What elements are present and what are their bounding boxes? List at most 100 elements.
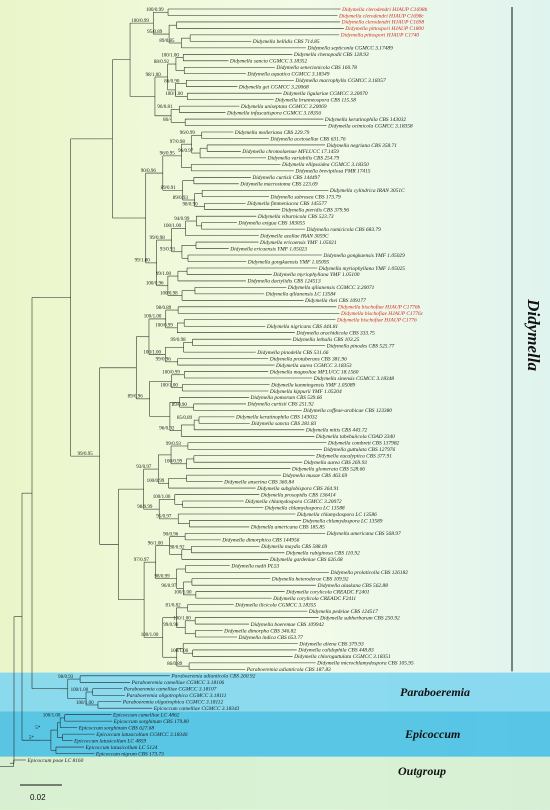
taxon-label: Didymella brevipilosa FMR 17415 <box>294 169 370 175</box>
support-value: 99/0.98 <box>171 338 187 343</box>
support-value: 100/1.00 <box>174 591 192 596</box>
support-value: 86/- <box>163 118 171 123</box>
taxon-label: Epicoccum latusicollum LC 5124 <box>84 745 157 751</box>
taxon-label: Didymella qilianensis CGMCC 3.20071 <box>287 285 375 291</box>
support-value: 98/1.00 <box>146 73 162 78</box>
taxon-label: Didymella bischofiae HJAUP C1776c <box>340 310 424 317</box>
taxon-label: Didymella musae CBS 463.69 <box>281 473 347 479</box>
taxon-label: Didymella myriophyllana YMF 1.05100 <box>272 272 360 278</box>
tree-branches <box>0 8 344 767</box>
taxon-label: Didymella protuberans CBS 381.96 <box>269 356 347 362</box>
taxon-label: Didymella qilianensis LC 13584 <box>265 292 336 298</box>
taxon-label: Didymella gongkaensis YMF 1.05095 <box>247 259 330 265</box>
taxon-label: Epicoccum nigrum CBS 173.73 <box>95 751 164 757</box>
support-value: 95/0.97 <box>156 515 172 520</box>
taxon-label: Didymella clerodendri HJAUP C1698b <box>341 7 427 13</box>
support-value: 89/0.85 <box>159 39 175 44</box>
support-value: 100/1.00 <box>43 714 61 719</box>
taxon-labels: Didymella clerodendri HJAUP C1698b Didyme… <box>26 7 427 764</box>
support-value: 100/0.99 <box>147 479 165 484</box>
taxon-label: Didymella ericaensis YMF 1.05021 <box>259 240 337 246</box>
taxon-label: Didymella viburnicola CBS 523.73 <box>257 214 334 220</box>
taxon-label: Didymella corylicola CREADC F2401 <box>285 589 370 595</box>
taxon-label: Didymella ligulariae CGMCC 3.20070 <box>282 91 368 97</box>
taxon-label: Didymella myriophyllana YMF 1.05025 <box>318 266 406 272</box>
taxon-label: Didymella exigua CBS 183055 <box>237 220 305 226</box>
taxon-label: Didymella pinodes CBS 525.77 <box>326 343 395 349</box>
support-value: 100/1.00 <box>173 617 191 622</box>
clade-label-paraboeremia: Paraboeremia <box>400 685 470 699</box>
support-value: 81/0.82 <box>166 604 182 609</box>
taxon-label: Didymella senecionicola CBS 160.78 <box>275 65 357 71</box>
taxon-label: Didymella subglobispora CBS 364.91 <box>256 486 339 492</box>
support-value: 96/0.92 <box>159 426 175 431</box>
support-value: 98/0.99 <box>137 505 153 510</box>
support-value: 88/0.92 <box>169 545 185 550</box>
taxon-label: Didymella indica CBS 653.77 <box>237 635 303 641</box>
taxon-label: Didymella sancta CGMCC 3.18352 <box>229 59 308 65</box>
taxon-label: Didymella aurea CBS 269.93 <box>303 460 368 466</box>
taxon-label: Didymella alaskana CBS 562.88 <box>316 583 388 589</box>
support-value: 98/0.89 <box>156 306 172 311</box>
taxon-label: Didymella kunmingensis YMF 1.05089 <box>270 382 355 388</box>
taxon-label: Didymella combreti CBS 137982 <box>327 441 400 447</box>
taxon-label: Didymella macrophylla CGMCC 3.18357 <box>294 78 386 84</box>
taxon-label: Didymella chlamydospora LC 13586 <box>296 512 377 518</box>
taxon-label: Didymella clerodendri HJAUP C1698 <box>341 20 425 26</box>
support-value: 100/1.00 <box>164 224 182 229</box>
support-value: 98/0.93 <box>58 675 74 680</box>
support-value: 100/1.00 <box>171 649 189 654</box>
clade-labels: Didymella Paraboeremia Epicoccum Outgroup <box>398 7 543 778</box>
taxon-label: Didymella kippurii YMF 1.05204 <box>269 389 342 395</box>
taxon-label: Didymella pittospori HJAUP C1740 <box>340 33 420 39</box>
support-value: 5* <box>29 736 35 741</box>
support-value: 96/0.97 <box>178 149 194 154</box>
support-value: 99/0.96 <box>156 358 172 363</box>
support-value: 99/1.00 <box>135 259 151 264</box>
taxon-label: Didymella pittospori HJAUP C1800 <box>344 26 424 32</box>
taxon-label: Didymella mitis CBS 443.72 <box>305 428 368 434</box>
support-value: 90/0.96 <box>163 532 179 537</box>
clade-label-epicoccum: Epicoccum <box>404 727 460 741</box>
taxon-label: Didymella subrosea CBS 173.79 <box>270 195 341 201</box>
taxon-label: Epicoccum poae LC 8160 <box>26 758 83 764</box>
taxon-label: Didymella keratinophila CBS 143032 <box>235 415 318 421</box>
taxon-label: Didymella bellidis CBS 714.85 <box>252 39 320 45</box>
taxon-label: Epicoccum sorghinum CBS 179.80 <box>113 719 190 725</box>
taxon-label: Didymella ilicicola CGMCC 3.18355 <box>234 602 316 608</box>
taxon-label: Epicoccum latusicollum LC 4859 <box>73 738 146 744</box>
taxon-label: Paraboeremia oligotrophica CGMCC 3.18112 <box>122 700 224 706</box>
taxon-label: Didymella infuscatispora CGMCC 3.18356 <box>226 109 321 116</box>
taxon-label: Didymella boeremae CBS 109942 <box>250 622 325 628</box>
scale-bar: 0.02 <box>20 784 62 802</box>
support-value: 89/0.91 <box>161 186 177 191</box>
taxon-label: Didymella variabilis CBS 254.79 <box>267 156 340 162</box>
taxon-label: Didymella rubiginosa CBS 110.92 <box>285 551 360 557</box>
taxon-label: Didymella dactylidis CBS 124513 <box>246 279 321 285</box>
support-value: 96/0.99 <box>180 131 196 136</box>
taxon-label: Didymella microchlamydospora CBS 105.95 <box>316 661 414 667</box>
taxon-label: Epicoccum sorghinum CBS 627.68 <box>78 725 155 731</box>
support-value: 100/0.96 <box>146 282 164 287</box>
taxon-label: Didymella guttulata CBS 127976 <box>322 447 395 453</box>
support-value: 100/0.98 <box>160 291 178 296</box>
support-value: 100/1.00 <box>144 315 162 320</box>
taxon-label: Didymella corylicola CREADC F2411 <box>272 596 356 602</box>
support-value: 99/0.95 <box>78 452 94 457</box>
clade-band-outgroup <box>0 756 550 810</box>
support-value: 96/1.00 <box>148 541 164 546</box>
support-value: 100/1.00 <box>71 688 89 693</box>
taxon-label: Paraboeremia camelliae CGMCC 3.18106 <box>131 680 225 686</box>
taxon-label: Didymella fimmeniacea CBS 145577 <box>246 200 327 207</box>
support-value: 89/0.90 <box>172 403 188 408</box>
taxon-label: Didymella pomorum CBS 539.66 <box>250 395 323 401</box>
taxon-label: Paraboeremia oligotrophica CGMCC 3.18111 <box>125 693 226 699</box>
taxon-label: Didymella sancta CBS 281.83 <box>250 421 316 427</box>
support-value: 100/0.99 <box>165 460 183 465</box>
support-value: 100/0.99 <box>131 19 149 24</box>
support-value: 95/0.89 <box>147 30 163 35</box>
taxon-label: Didymella uniseptata CGMCC 3.20069 <box>240 104 327 110</box>
support-value: 100/1.00 <box>141 633 159 638</box>
